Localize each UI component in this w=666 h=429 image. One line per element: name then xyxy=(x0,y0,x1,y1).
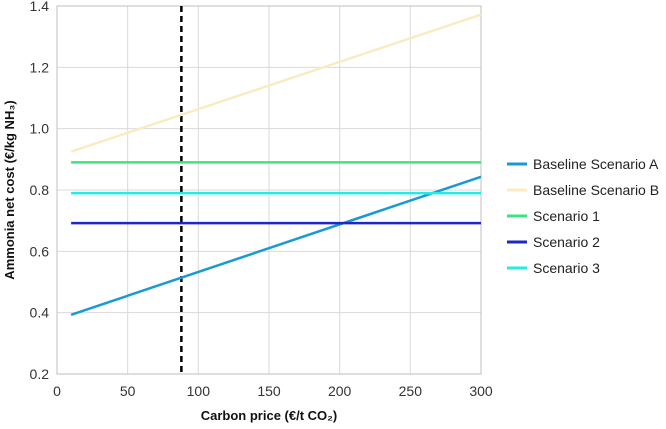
series-line-2 xyxy=(70,13,482,153)
x-tick-label: 100 xyxy=(187,383,211,399)
y-tick-label: 1.2 xyxy=(30,59,50,75)
legend-label: Scenario 3 xyxy=(533,260,600,276)
legend-item: Baseline Scenario B xyxy=(507,182,659,198)
legend-item: Scenario 2 xyxy=(507,234,600,250)
x-axis-title: Carbon price (€/t CO₂) xyxy=(201,408,338,423)
legend-label: Baseline Scenario B xyxy=(533,182,659,198)
x-tick-label: 150 xyxy=(257,383,281,399)
grid xyxy=(56,5,482,375)
legend-label: Scenario 1 xyxy=(533,208,600,224)
y-tick-label: 0.6 xyxy=(30,243,50,259)
x-tick-label: 50 xyxy=(120,383,136,399)
x-tick-label: 200 xyxy=(328,383,352,399)
tick-labels: 0 50 100 150 200 250 300 0.2 0.4 0.6 0.8 1.0 1.2 1.4 xyxy=(30,0,493,399)
x-tick-label: 0 xyxy=(53,383,61,399)
axes xyxy=(56,5,482,375)
y-tick-label: 0.4 xyxy=(30,305,50,321)
y-tick-label: 0.2 xyxy=(30,366,50,382)
series-line-1 xyxy=(70,175,482,316)
plot-border xyxy=(56,5,482,375)
legend-item: Scenario 3 xyxy=(507,260,600,276)
y-axis-title: Ammonia net cost (€/kg NH₃) xyxy=(2,100,17,279)
y-tick-label: 1.4 xyxy=(30,0,50,14)
x-tick-label: 300 xyxy=(469,383,493,399)
y-tick-label: 0.8 xyxy=(30,182,50,198)
legend-label: Scenario 2 xyxy=(533,234,600,250)
legend: Baseline Scenario A Baseline Scenario B Sc… xyxy=(507,156,659,276)
legend-item: Scenario 1 xyxy=(507,208,600,224)
legend-item: Baseline Scenario A xyxy=(507,156,659,172)
y-tick-label: 1.0 xyxy=(30,121,50,137)
legend-label: Baseline Scenario A xyxy=(533,156,659,172)
x-tick-label: 250 xyxy=(399,383,423,399)
series-group xyxy=(70,13,482,316)
